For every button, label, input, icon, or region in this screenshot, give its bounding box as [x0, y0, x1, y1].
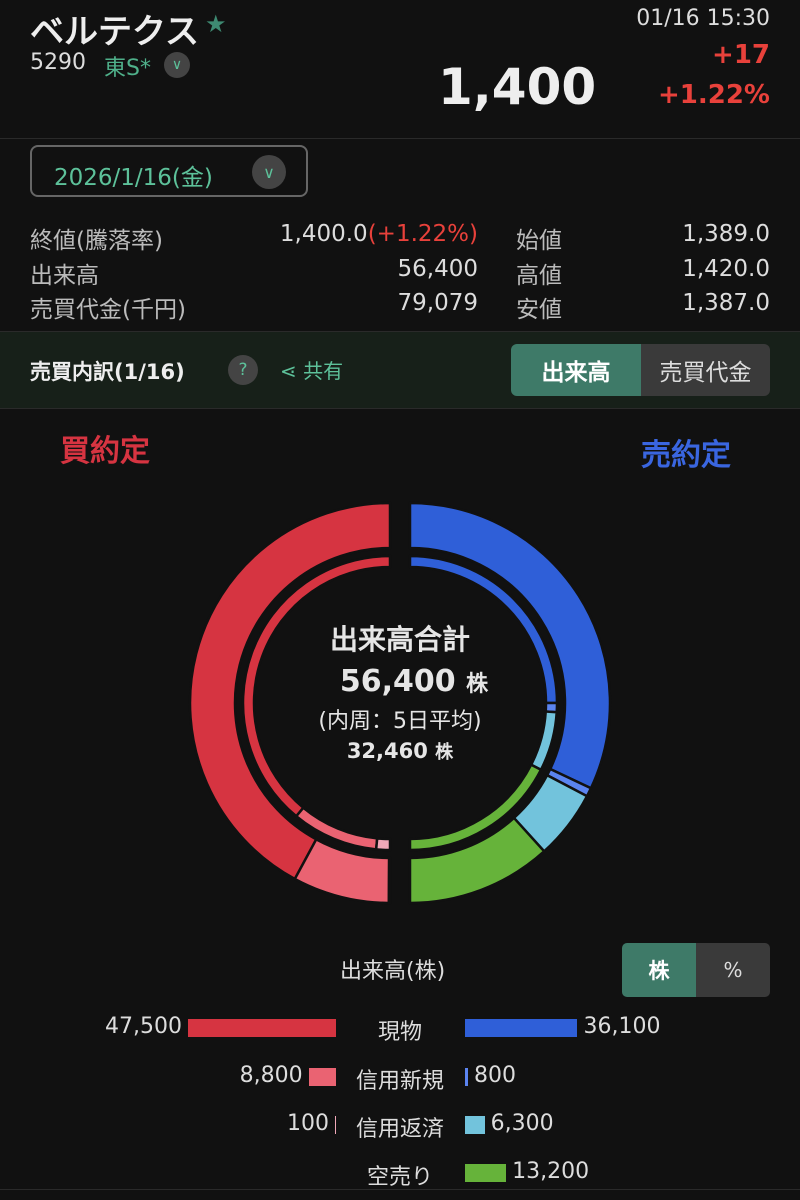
outer-buy-segment-0 — [188, 501, 392, 881]
legend-sell-value: 36,100 — [583, 1014, 661, 1039]
center-sub: (内周：5日平均) — [318, 709, 482, 734]
legend-sell-bar — [465, 1019, 578, 1037]
outer-sell-segment-3 — [408, 816, 546, 905]
toggle-shares[interactable]: 株 — [622, 943, 696, 997]
stock-name: ベルテクス — [30, 12, 199, 52]
buy-label: 買約定 — [60, 434, 150, 469]
legend-buy-value: 100 — [287, 1111, 329, 1136]
legend-buy-value: 8,800 — [239, 1063, 303, 1088]
donut-center: 出来高合計 56,400 株 (内周：5日平均) 32,460 株 — [250, 618, 550, 764]
turnover-label: 売買代金(千円) — [30, 297, 186, 323]
market-label[interactable]: 東S* — [104, 56, 151, 81]
close-value: 1,400.0(+1.22%) — [280, 221, 478, 247]
breakdown-header: 売買内訳(1/16) ? ⋖ 共有 出来高 売買代金 — [0, 331, 800, 409]
divider — [0, 138, 800, 139]
toggle-percent[interactable]: % — [696, 943, 770, 997]
inner-sell-segment-3 — [408, 763, 543, 852]
legend-sell-value: 13,200 — [512, 1159, 590, 1184]
legend-sell-value: 800 — [474, 1063, 516, 1088]
tab-turnover[interactable]: 売買代金 — [641, 344, 770, 396]
divider — [0, 1189, 800, 1190]
legend-label: 空売り — [366, 1165, 433, 1190]
breakdown-title: 売買内訳(1/16) — [30, 360, 185, 384]
low-label: 安値 — [516, 297, 562, 323]
high-value: 1,420.0 — [682, 256, 770, 282]
center-avg: 32,460 — [346, 739, 428, 763]
low-value: 1,387.0 — [682, 290, 770, 316]
timestamp: 01/16 15:30 — [636, 6, 770, 31]
legend-title: 出来高(株) — [340, 959, 446, 984]
star-icon[interactable]: ★ — [205, 10, 227, 38]
legend-sell-bar — [465, 1068, 468, 1086]
high-label: 高値 — [516, 263, 562, 289]
outer-buy-segment-2 — [387, 856, 392, 905]
stock-code: 5290 — [30, 50, 86, 75]
price-change: +17 — [712, 40, 770, 70]
close-price: 1,400.0 — [279, 221, 368, 247]
tab-volume[interactable]: 出来高 — [511, 344, 641, 396]
date-value: 2026/1/16(金) — [54, 165, 213, 191]
open-label: 始値 — [516, 228, 562, 254]
chevron-down-icon[interactable]: ∨ — [252, 155, 286, 189]
center-avg-unit: 株 — [435, 742, 454, 763]
sell-label: 売約定 — [641, 438, 731, 473]
legend-buy-bar — [308, 1068, 336, 1086]
center-total: 56,400 — [339, 664, 456, 699]
legend-sell-bar — [465, 1116, 485, 1134]
share-icon: ⋖ — [280, 359, 297, 383]
legend-label: 現物 — [377, 1020, 422, 1045]
price-change-pct: +1.22% — [658, 80, 770, 110]
volume-value: 56,400 — [397, 256, 478, 282]
open-value: 1,389.0 — [682, 221, 770, 247]
legend-buy-value: 47,500 — [105, 1014, 182, 1039]
center-unit: 株 — [466, 672, 489, 697]
center-title: 出来高合計 — [329, 623, 470, 656]
share-label: 共有 — [303, 359, 344, 383]
current-price: 1,400 — [438, 58, 597, 116]
legend-buy-bar — [188, 1019, 336, 1037]
close-label: 終値(騰落率) — [30, 228, 163, 254]
chevron-down-icon[interactable]: ∨ — [164, 52, 190, 78]
inner-buy-segment-2 — [374, 837, 392, 852]
help-icon[interactable]: ? — [228, 355, 258, 385]
close-pct: (+1.22%) — [367, 221, 478, 247]
legend-buy-bar — [335, 1116, 336, 1134]
share-button[interactable]: ⋖ 共有 — [280, 355, 343, 384]
volume-label: 出来高 — [30, 263, 99, 289]
legend-sell-value: 6,300 — [490, 1111, 554, 1136]
legend-sell-bar — [465, 1164, 507, 1182]
legend-label: 信用返済 — [355, 1117, 444, 1142]
date-selector[interactable]: 2026/1/16(金) ∨ — [30, 145, 308, 197]
volume-donut-chart — [188, 501, 612, 905]
turnover-value: 79,079 — [397, 290, 478, 316]
legend-label: 信用新規 — [355, 1069, 444, 1094]
